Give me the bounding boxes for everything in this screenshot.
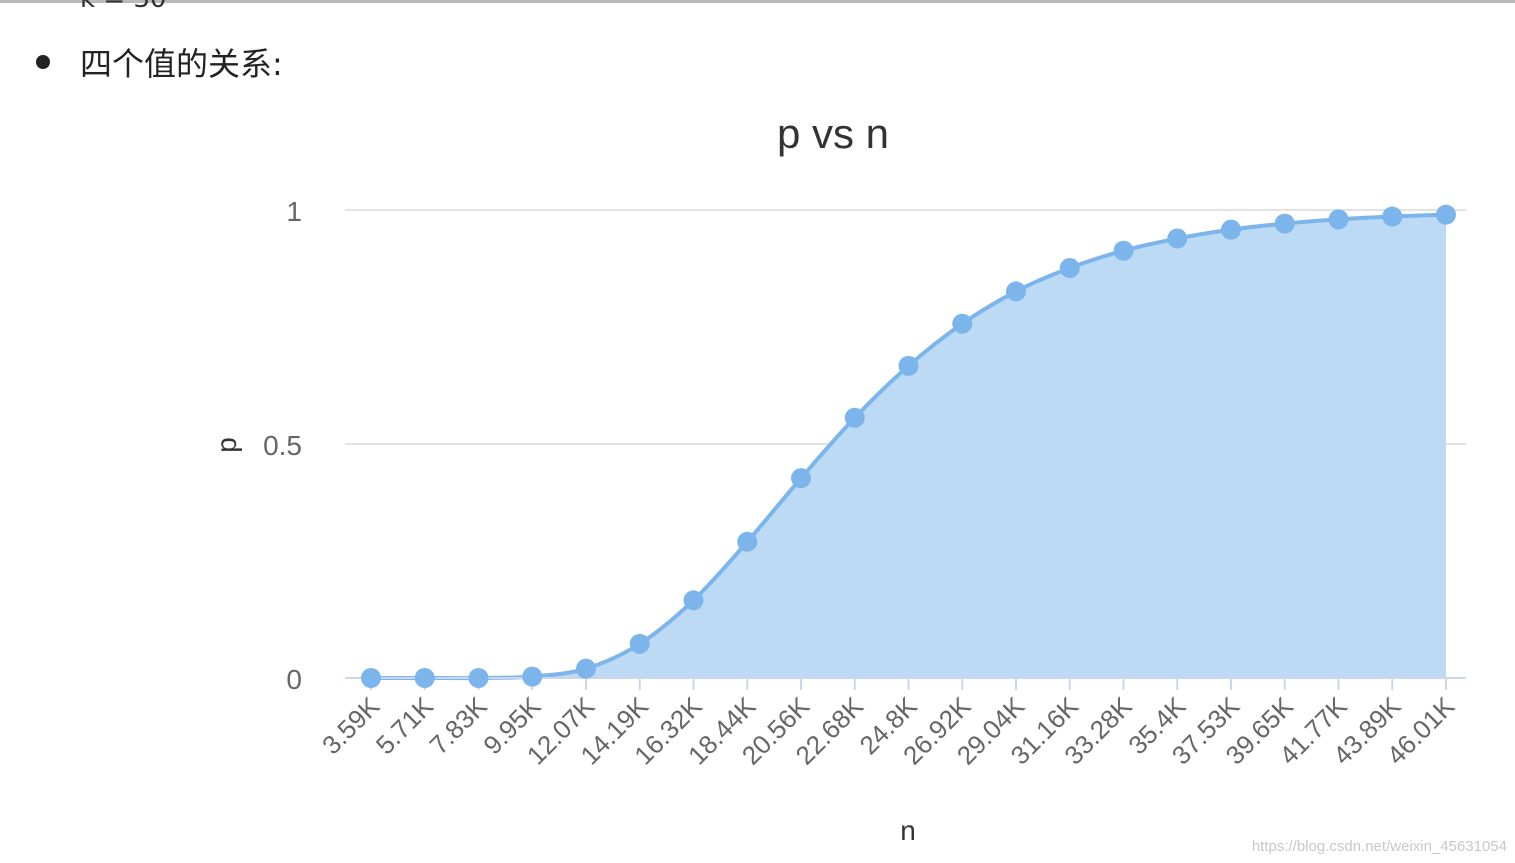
y-tick-label: 1: [286, 196, 302, 227]
series-area: [371, 214, 1446, 679]
data-point[interactable]: [468, 668, 489, 688]
bullet-icon: [36, 55, 50, 69]
x-tick-label: 5.71K: [370, 691, 440, 761]
data-point[interactable]: [952, 313, 973, 334]
data-point[interactable]: [1113, 240, 1134, 261]
data-point[interactable]: [1006, 281, 1026, 302]
y-tick-label: 0: [286, 664, 302, 695]
chart-title: p vs n: [777, 110, 889, 157]
data-point[interactable]: [576, 658, 596, 679]
bullet-item: 四个值的关系:: [36, 40, 283, 84]
data-point[interactable]: [844, 407, 865, 428]
x-tick-label: 7.83K: [423, 691, 493, 761]
data-point[interactable]: [1059, 258, 1080, 279]
data-point[interactable]: [683, 590, 704, 611]
data-point[interactable]: [361, 668, 381, 688]
data-point[interactable]: [898, 355, 919, 376]
data-point[interactable]: [522, 666, 543, 687]
data-point[interactable]: [1436, 204, 1456, 225]
data-point[interactable]: [1274, 213, 1295, 234]
data-point[interactable]: [414, 668, 435, 688]
top-divider: [0, 0, 1515, 3]
series-line: [371, 212, 1447, 681]
bullet-text: 四个值的关系:: [80, 45, 283, 83]
data-point[interactable]: [1167, 228, 1188, 249]
data-points: [361, 204, 1456, 688]
data-point[interactable]: [629, 633, 650, 654]
data-point[interactable]: [1382, 206, 1403, 227]
x-axis-label: n: [900, 815, 916, 846]
data-point[interactable]: [1221, 219, 1241, 240]
y-tick-label: 0.5: [263, 430, 302, 461]
data-point[interactable]: [1328, 209, 1349, 230]
area-layer: [371, 212, 1447, 681]
data-point[interactable]: [737, 531, 758, 552]
axes: [345, 677, 1466, 690]
y-tick-labels: 00.51: [263, 196, 302, 695]
y-axis-label: p: [211, 437, 242, 453]
data-point[interactable]: [791, 468, 811, 489]
cutoff-text: k = 30: [80, 0, 166, 14]
x-tick-labels: 3.59K5.71K7.83K9.95K12.07K14.19K16.32K18…: [316, 691, 1461, 771]
x-tick-label: 3.59K: [316, 691, 386, 761]
watermark: https://blog.csdn.net/weixin_45631054: [1251, 838, 1507, 855]
